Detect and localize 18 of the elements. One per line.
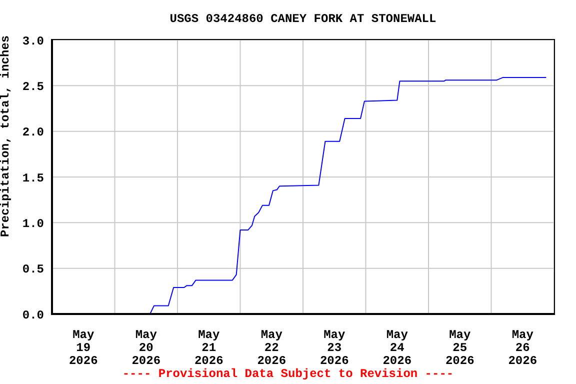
y-tick-label: 2.0	[22, 126, 44, 140]
chart-title: USGS 03424860 CANEY FORK AT STONEWALL	[168, 12, 438, 26]
y-axis-title: Precipitation, total, inches	[0, 35, 12, 237]
x-tick-label: May 22 2026	[257, 328, 286, 368]
y-tick-label: 3.0	[22, 34, 44, 48]
x-tick-label: May 26 2026	[508, 328, 538, 368]
y-tick-label: 1.0	[22, 216, 44, 231]
y-tick-label: 1.5	[22, 171, 44, 186]
x-tick-label: May 19 2026	[68, 328, 98, 368]
x-tick-label: May 25 2026	[445, 328, 474, 368]
x-tick-label: May 23 2026	[320, 328, 349, 368]
x-tick-label: May 21 2026	[194, 328, 224, 368]
text: ---- Provisional Data Subject to Revision ----	[121, 367, 455, 381]
y-tick-label: 2.5	[22, 80, 44, 94]
y-tick-label: 0.5	[22, 262, 44, 277]
y-tick-label: 0.0	[22, 308, 44, 322]
x-tick-label: May 20 2026	[132, 328, 161, 368]
x-tick-label: May 24 2026	[382, 328, 412, 368]
